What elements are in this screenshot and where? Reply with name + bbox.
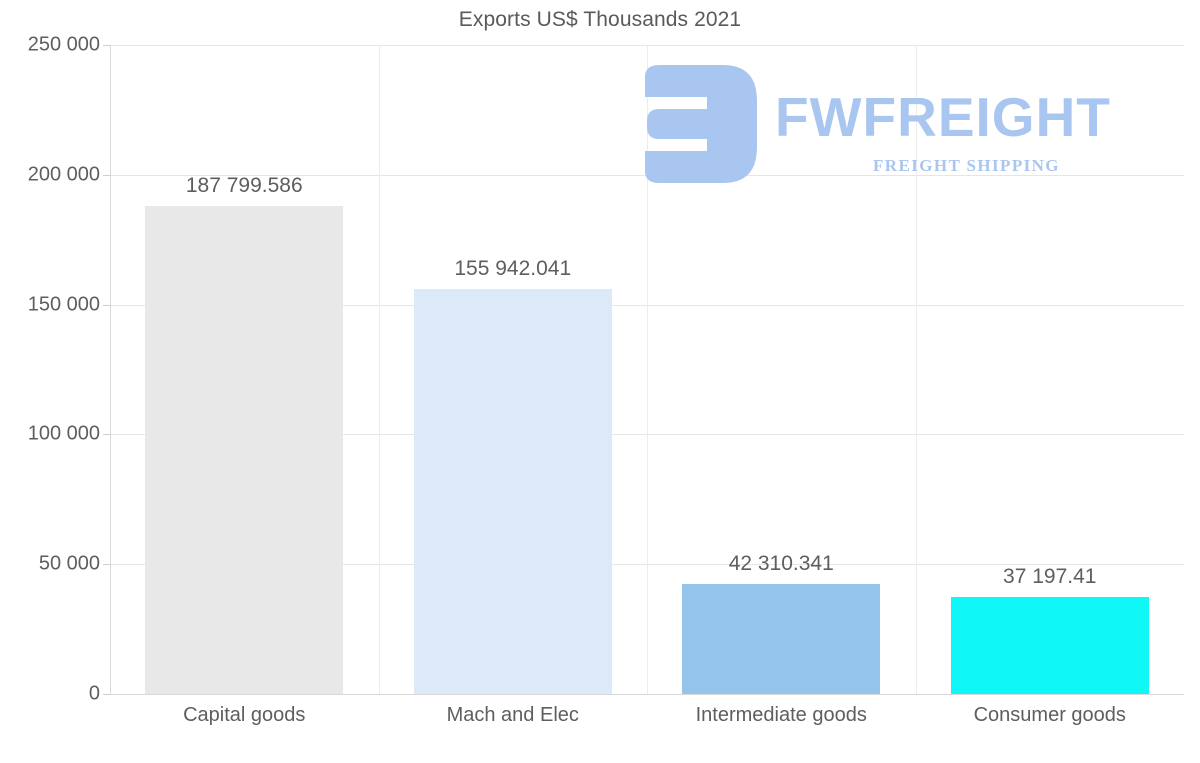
category-gridline (916, 45, 917, 694)
x-axis-tick-label: Capital goods (183, 704, 306, 726)
y-axis-tick-label: 200 000 (27, 163, 100, 186)
y-axis-tick (103, 694, 110, 695)
y-axis-tick-label: 100 000 (27, 422, 100, 445)
bar-group[interactable]: 42 310.341 (647, 45, 916, 694)
bar-group[interactable]: 37 197.41 (916, 45, 1185, 694)
y-axis-tick (103, 564, 110, 566)
bar-value-label: 37 197.41 (1003, 565, 1097, 589)
bar-group[interactable]: 187 799.586 (110, 45, 379, 694)
y-axis-line (110, 45, 111, 694)
y-axis-tick-label: 150 000 (27, 293, 100, 316)
y-axis-tick (103, 45, 110, 46)
vertical-gridlines (110, 45, 1184, 694)
bar-value-label: 187 799.586 (185, 174, 303, 198)
x-axis-tick-label: Intermediate goods (695, 704, 867, 726)
bars-layer: 187 799.586 155 942.041 42 310.341 37 197.4… (110, 45, 1184, 694)
chart-title: Exports US$ Thousands 2021 (458, 8, 742, 31)
y-axis-tick-label: 50 000 (38, 552, 100, 575)
bar[interactable] (145, 206, 344, 694)
bar-group[interactable]: 155 942.041 (379, 45, 648, 694)
category-gridline (647, 45, 648, 694)
category-gridline (379, 45, 380, 694)
bar[interactable] (950, 597, 1149, 694)
y-axis-tick (103, 434, 110, 436)
y-axis-tick (103, 174, 110, 176)
y-axis-tick-label: 250 000 (27, 33, 100, 56)
bar-value-label: 42 310.341 (728, 552, 834, 576)
y-axis-tick-label: 0 (88, 682, 100, 705)
x-axis-tick-label: Mach and Elec (446, 704, 579, 726)
bar[interactable] (682, 584, 881, 694)
x-axis-line (110, 694, 1184, 695)
bar[interactable] (413, 289, 612, 694)
x-axis-tick-label: Consumer goods (973, 704, 1126, 726)
bar-value-label: 155 942.041 (454, 257, 572, 281)
y-axis-labels: 250 000 200 000 150 000 100 000 50 000 0 (0, 0, 100, 763)
y-axis-tick (103, 304, 110, 306)
